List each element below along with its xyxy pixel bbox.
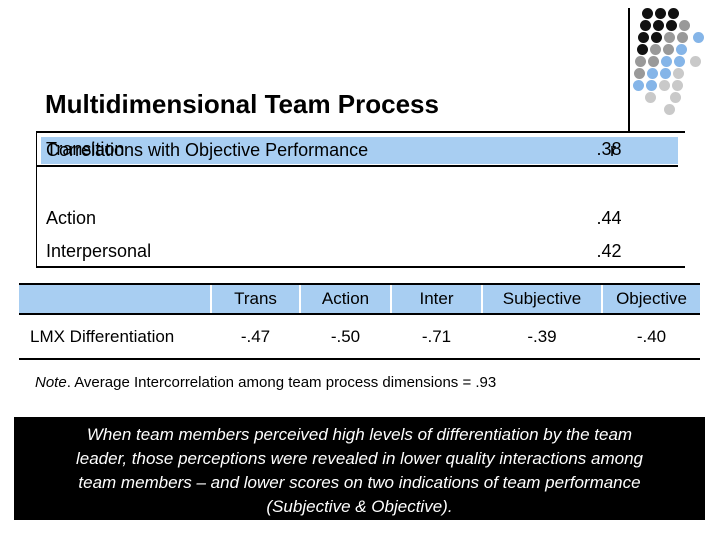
table-row: Transition .38: [37, 133, 685, 166]
logo-dot: [664, 32, 675, 43]
logo-dot: [635, 56, 646, 67]
logo-dot: [650, 44, 661, 55]
logo-dot: [673, 68, 684, 79]
table2-header-action: Action: [301, 285, 390, 313]
table2-header-trans: Trans: [212, 285, 299, 313]
logo-dot: [668, 8, 679, 19]
logo-dot: [661, 56, 672, 67]
logo-dot: [647, 68, 658, 79]
objective-correlations-table: Correlations with Objective Performance …: [36, 131, 685, 268]
table1-header-r: r: [610, 140, 616, 160]
table2-header-row: Trans Action Inter Subjective Objective: [19, 285, 700, 313]
logo-dot: [646, 80, 657, 91]
table1-row-label: Transition: [46, 139, 125, 159]
logo-dot: [676, 44, 687, 55]
table1-row-value: .42: [596, 241, 622, 261]
logo-dot: [655, 8, 666, 19]
logo-dot: [648, 56, 659, 67]
callout-line: (Subjective & Objective).: [266, 497, 453, 516]
table-note: Note. Average Intercorrelation among tea…: [35, 374, 496, 391]
note-italic-prefix: Note: [35, 374, 67, 391]
callout-line: team members – and lower scores on two i…: [78, 473, 641, 492]
table1-header-row: Correlations with Objective Performance …: [41, 137, 678, 164]
dot-grid-logo: [630, 5, 720, 120]
logo-dot: [651, 32, 662, 43]
logo-dot: [659, 80, 670, 91]
lmx-differentiation-table: Trans Action Inter Subjective Objective …: [19, 283, 700, 360]
table1-header-underline: [37, 165, 678, 167]
table2-value-trans: -.47: [240, 326, 271, 346]
logo-dot: [645, 92, 656, 103]
logo-dot: [637, 44, 648, 55]
table2-header-subjective: Subjective: [483, 285, 601, 313]
table1-header-label: Correlations with Objective Performance: [46, 140, 369, 160]
table2-value-inter: -.71: [421, 326, 452, 346]
table2-value-subjective: -.39: [527, 326, 557, 346]
table2-row-label: LMX Differentiation: [30, 326, 175, 346]
callout-line: When team members perceived high levels …: [86, 425, 633, 444]
logo-dot: [666, 20, 677, 31]
logo-dot: [672, 80, 683, 91]
logo-dot: [633, 80, 644, 91]
title-divider-line: [628, 8, 630, 132]
logo-dot: [660, 68, 671, 79]
logo-dot: [674, 56, 685, 67]
logo-dot: [693, 32, 704, 43]
logo-dot: [677, 32, 688, 43]
logo-dot: [653, 20, 664, 31]
page-title: Multidimensional Team Process: [45, 89, 439, 120]
table1-row-value: .44: [596, 208, 622, 228]
logo-dot: [663, 44, 674, 55]
table1-row-label: Interpersonal: [46, 241, 152, 261]
callout-line: leader, those perceptions were revealed …: [76, 449, 643, 468]
table2-header-underline: [19, 313, 700, 315]
logo-dot: [664, 104, 675, 115]
table2-header-inter: Inter: [392, 285, 481, 313]
table1-row-value: .38: [596, 139, 622, 159]
summary-callout-box: When team members perceived high levels …: [14, 417, 705, 520]
table-row: LMX Differentiation -.47 -.50 -.71 -.39 …: [19, 315, 700, 358]
logo-dot: [638, 32, 649, 43]
logo-dot: [670, 92, 681, 103]
logo-dot: [640, 20, 651, 31]
logo-dot: [642, 8, 653, 19]
logo-dot: [690, 56, 701, 67]
table1-row-label: Action: [46, 208, 97, 228]
table2-header-objective: Objective: [603, 285, 700, 313]
table2-header-empty: [19, 285, 210, 313]
logo-dot: [679, 20, 690, 31]
logo-dot: [634, 68, 645, 79]
table2-value-objective: -.40: [636, 326, 667, 346]
note-text: . Average Intercorrelation among team pr…: [66, 374, 497, 391]
table-row: Action .44: [37, 202, 685, 235]
table2-value-action: -.50: [330, 326, 361, 346]
table-row: Interpersonal .42: [37, 235, 685, 268]
